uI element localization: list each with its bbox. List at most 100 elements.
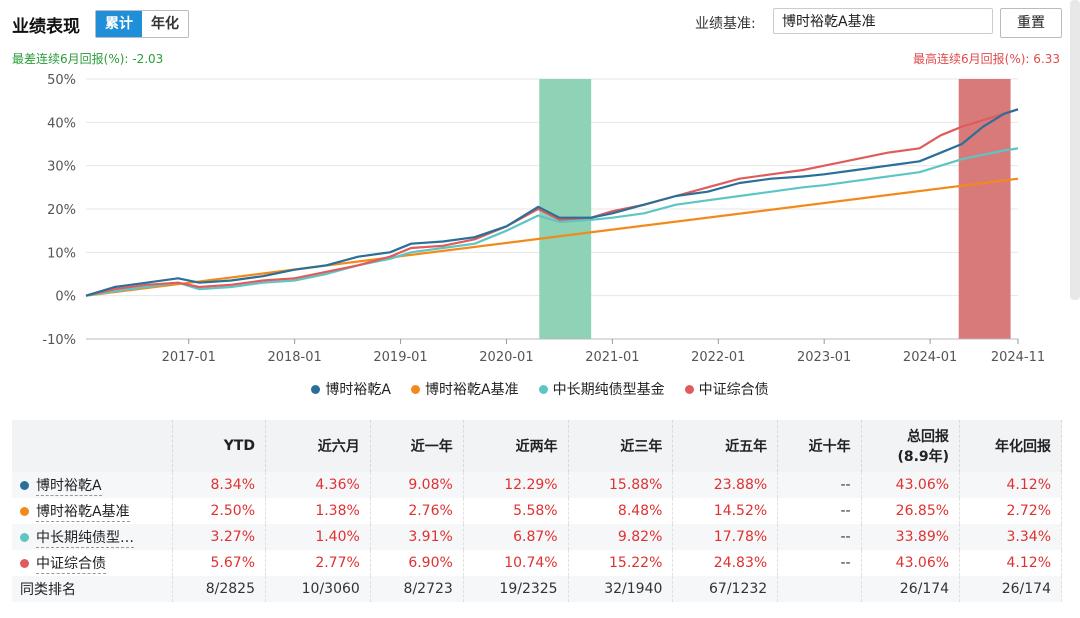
legend-item[interactable]: 博时裕乾A — [311, 378, 391, 400]
column-header: 近两年 — [463, 420, 569, 472]
table-row[interactable]: 同类排名 8/2825 10/3060 8/2723 19/2325 32/1940 67/… — [12, 576, 1062, 602]
series-line-fund — [85, 108, 1019, 297]
series-line-bench — [85, 177, 1019, 297]
column-header: YTD — [172, 420, 266, 472]
benchmark-select[interactable]: 博时裕乾A基准 — [773, 8, 993, 34]
legend-label: 博时裕乾A基准 — [425, 382, 519, 398]
table-cell: 6.87% — [463, 524, 569, 550]
table-row[interactable]: 中长期纯债型… 3.27% 1.40% 3.91% 6.87% 9.82% 17.78% --… — [12, 524, 1062, 550]
best-period-band — [958, 79, 1011, 339]
mode-tabs: 累计 年化 — [95, 10, 189, 38]
legend-dot-icon — [538, 384, 548, 394]
table-cell: 5.67% — [172, 550, 266, 576]
table-cell: 33.89% — [861, 524, 961, 550]
performance-table: YTD 近六月 近一年 近两年 近三年 近五年 近十年 总回报 (8.9年) 年化回报 博时裕乾A… — [12, 420, 1062, 602]
table-row[interactable]: 中证综合债 5.67% 2.77% 6.90% 10.74% 15.22% 24.83% --… — [12, 550, 1062, 576]
table-cell: 2.77% — [265, 550, 371, 576]
table-cell: 4.36% — [265, 472, 371, 498]
table-cell: 8.48% — [568, 498, 674, 524]
table-cell: 67/1232 — [672, 576, 779, 602]
best-6m-return: 最高连续6月回报(%): 6.33 — [913, 52, 1060, 66]
table-cell: 10/3060 — [265, 576, 371, 602]
table-cell: 26.85% — [861, 498, 961, 524]
table-cell: 26/174 — [861, 576, 961, 602]
series-dot-icon — [20, 558, 29, 568]
column-header: 近三年 — [568, 420, 674, 472]
legend-item[interactable]: 中长期纯债型基金 — [538, 378, 665, 400]
table-cell: 26/174 — [959, 576, 1062, 602]
y-tick-label: 10% — [47, 246, 76, 261]
table-row[interactable]: 博时裕乾A基准 2.50% 1.38% 2.76% 5.58% 8.48% 14.52% --… — [12, 498, 1062, 524]
table-cell: 15.88% — [568, 472, 674, 498]
x-tick-label: 2024-11 — [991, 350, 1045, 365]
table-cell: 14.52% — [672, 498, 779, 524]
table-cell: 4.12% — [959, 472, 1062, 498]
row-name-cell: 博时裕乾A基准 — [12, 498, 173, 524]
table-cell: 43.06% — [861, 472, 961, 498]
table-cell: 1.40% — [265, 524, 371, 550]
row-name-label: 中长期纯债型… — [36, 527, 134, 548]
x-tick-label: 2019-01 — [373, 350, 427, 365]
table-row[interactable]: 博时裕乾A 8.34% 4.36% 9.08% 12.29% 15.88% 23.88% --… — [12, 472, 1062, 498]
table-cell: -- — [777, 498, 862, 524]
x-tick-label: 2024-01 — [903, 350, 957, 365]
tab-annualized[interactable]: 年化 — [142, 11, 188, 37]
legend-item[interactable]: 博时裕乾A基准 — [411, 378, 519, 400]
column-header — [12, 420, 173, 472]
series-line-category — [85, 147, 1019, 297]
worst-6m-return: 最差连续6月回报(%): -2.03 — [12, 52, 164, 66]
table-cell: 24.83% — [672, 550, 779, 576]
table-cell: 6.90% — [370, 550, 464, 576]
reset-button[interactable]: 重置 — [1000, 8, 1062, 38]
x-tick-label: 2021-01 — [585, 350, 639, 365]
section-title: 业绩表现 — [12, 17, 80, 37]
column-header: 近五年 — [672, 420, 779, 472]
y-tick-label: 50% — [47, 73, 76, 88]
legend-label: 博时裕乾A — [325, 382, 391, 398]
row-name-cell: 博时裕乾A — [12, 472, 173, 498]
table-cell: 8.34% — [172, 472, 266, 498]
header-bar: 业绩表现 累计 年化 业绩基准: 博时裕乾A基准 重置 — [0, 0, 1080, 44]
series-dot-icon — [20, 532, 29, 542]
x-tick-label: 2023-01 — [797, 350, 851, 365]
tab-cumulative[interactable]: 累计 — [96, 11, 142, 37]
table-cell: 5.58% — [463, 498, 569, 524]
table-cell: 15.22% — [568, 550, 674, 576]
row-name-label: 博时裕乾A基准 — [36, 501, 130, 522]
table-cell: 3.91% — [370, 524, 464, 550]
table-cell: 23.88% — [672, 472, 779, 498]
table-cell: 10.74% — [463, 550, 569, 576]
table-cell: 4.12% — [959, 550, 1062, 576]
x-tick-label: 2018-01 — [267, 350, 321, 365]
row-name-label: 中证综合债 — [36, 553, 106, 574]
table-cell: 3.34% — [959, 524, 1062, 550]
y-tick-label: 20% — [47, 203, 76, 218]
table-cell: 2.76% — [370, 498, 464, 524]
row-name-cell: 中长期纯债型… — [12, 524, 173, 550]
y-tick-label: 30% — [47, 160, 76, 175]
cumulative-return-chart: 50% 40% 30% 20% 10% 0% -10% 2017-01 2018-01 2019-… — [42, 73, 1045, 365]
y-tick-label: 0% — [55, 290, 76, 305]
scrollbar[interactable] — [1070, 0, 1080, 300]
x-tick-label: 2020-01 — [479, 350, 533, 365]
series-dot-icon — [20, 480, 29, 490]
column-header: 总回报 (8.9年) — [861, 420, 961, 472]
legend-dot-icon — [311, 384, 321, 394]
row-name-label: 博时裕乾A — [36, 475, 102, 496]
table-cell: 12.29% — [463, 472, 569, 498]
legend-item[interactable]: 中证综合债 — [684, 378, 769, 400]
table-cell: 43.06% — [861, 550, 961, 576]
benchmark-label: 业绩基准: — [695, 16, 756, 32]
legend-label: 中证综合债 — [698, 382, 769, 398]
table-cell: -- — [777, 472, 862, 498]
row-name-cell: 中证综合债 — [12, 550, 173, 576]
table-cell: 2.50% — [172, 498, 266, 524]
table-cell — [777, 576, 862, 602]
table-cell: 32/1940 — [568, 576, 674, 602]
table-cell: 3.27% — [172, 524, 266, 550]
legend-label: 中长期纯债型基金 — [552, 382, 665, 398]
column-header: 近十年 — [777, 420, 862, 472]
column-header: 年化回报 — [959, 420, 1062, 472]
series-dot-icon — [20, 506, 29, 516]
table-cell: -- — [777, 524, 862, 550]
